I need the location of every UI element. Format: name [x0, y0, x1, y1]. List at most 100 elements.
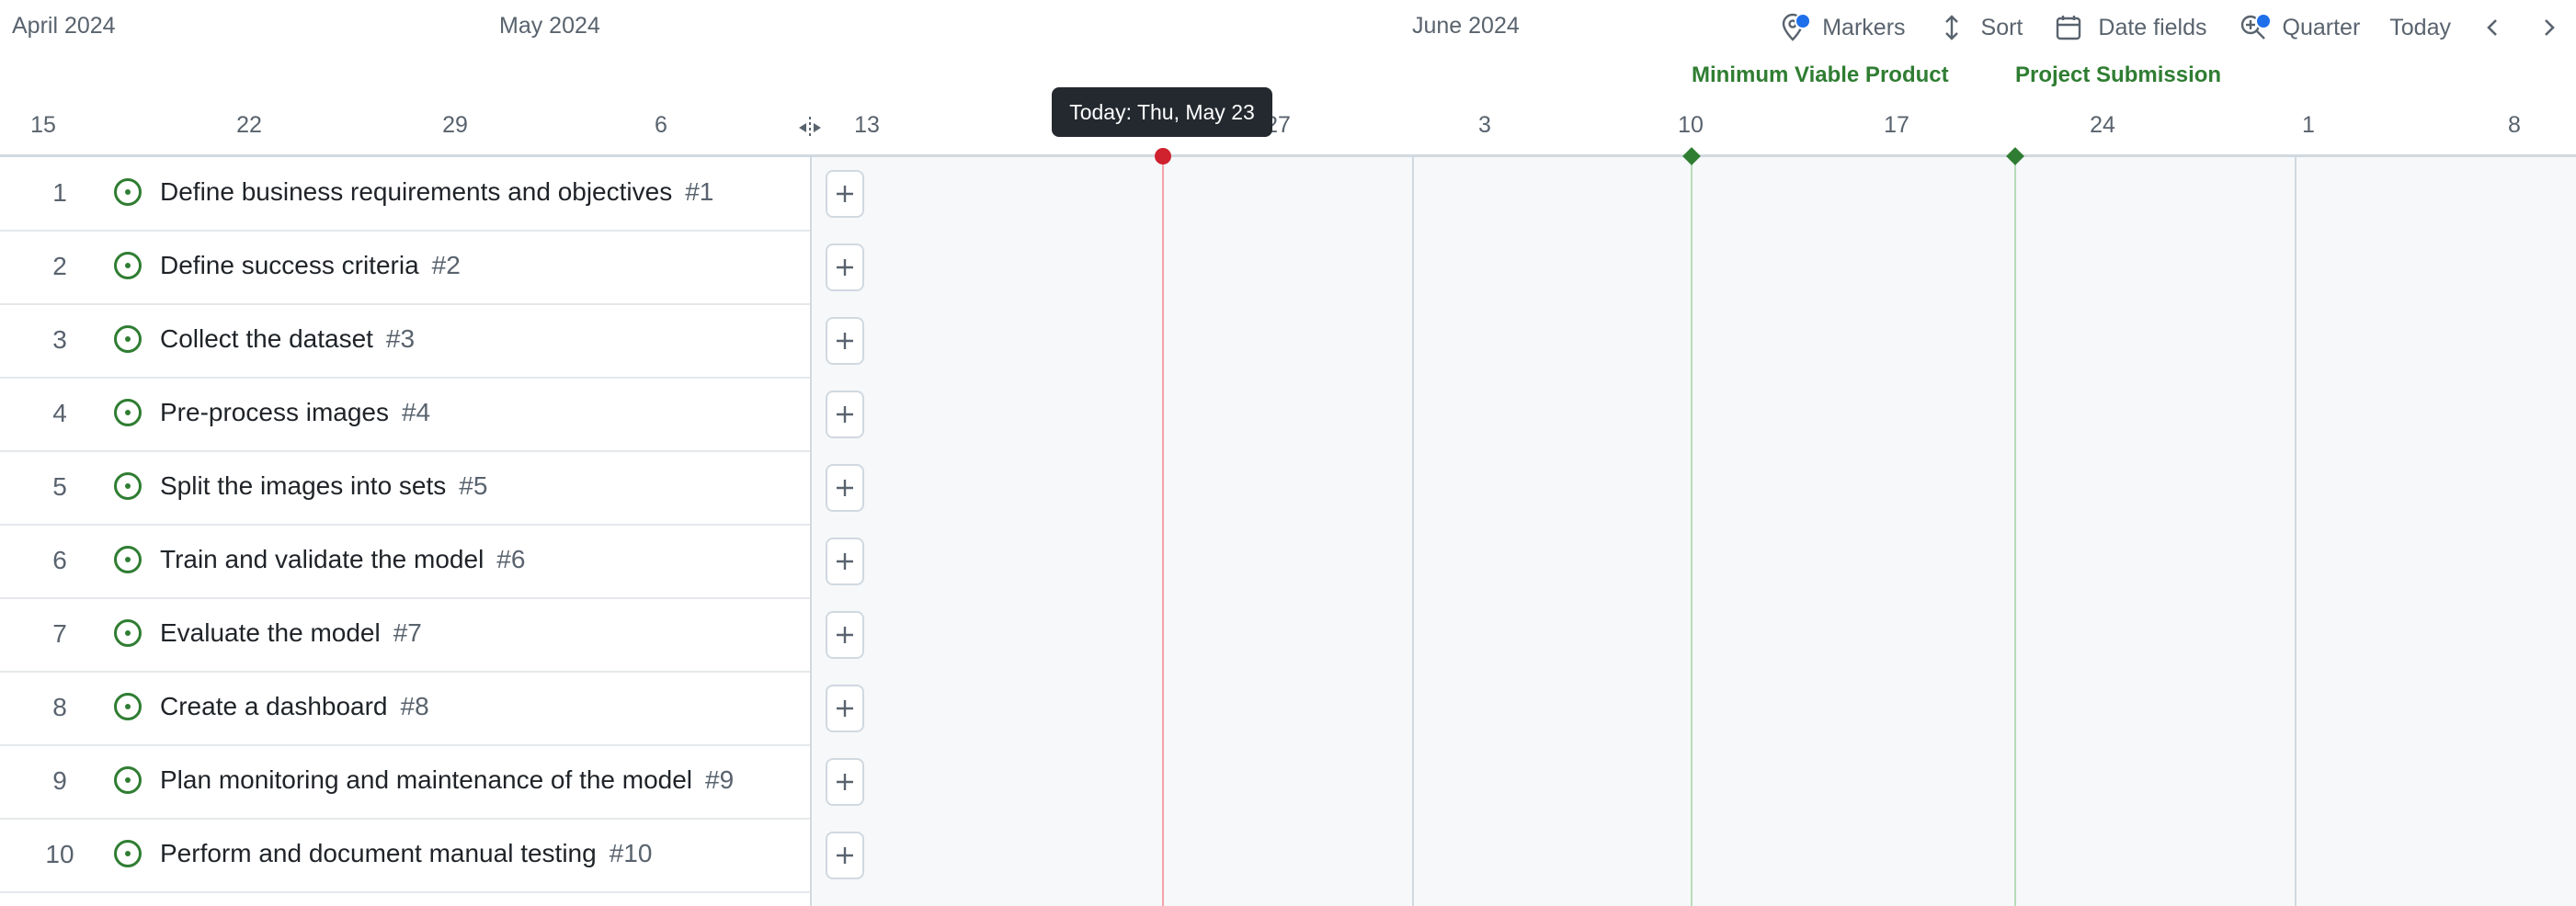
row-number: 1	[52, 178, 67, 207]
table-row[interactable]: 3 Collect the dataset #3	[0, 303, 810, 379]
open-issue-icon	[114, 325, 142, 353]
date-fields-label: Date fields	[2098, 14, 2207, 40]
table-row[interactable]: 1 Define business requirements and objec…	[0, 156, 810, 232]
zoom-in-icon	[2237, 11, 2272, 44]
plus-icon	[837, 847, 853, 864]
table-row[interactable]: 4 Pre-process images #4	[0, 377, 810, 452]
item-number[interactable]: #10	[609, 839, 653, 867]
table-row[interactable]: 10 Perform and document manual testing #1…	[0, 818, 810, 893]
month-label-may: May 2024	[499, 13, 600, 39]
week-label: 10	[1678, 112, 1704, 138]
table-row[interactable]: 6 Train and validate the model #6	[0, 524, 810, 599]
sort-button[interactable]: Sort	[1921, 6, 2038, 50]
row-number: 6	[52, 546, 67, 574]
add-date-button[interactable]	[826, 170, 864, 218]
add-date-button[interactable]	[826, 832, 864, 879]
column-resize-icon[interactable]	[796, 114, 824, 142]
zoom-level-button[interactable]: Quarter	[2222, 6, 2376, 50]
today-button[interactable]: Today	[2375, 6, 2466, 50]
table-row[interactable]: 7 Evaluate the model #7	[0, 597, 810, 673]
plus-icon	[837, 700, 853, 717]
previous-button[interactable]	[2466, 6, 2521, 50]
today-tooltip: Today: Thu, May 23	[1052, 87, 1272, 137]
add-date-button[interactable]	[826, 317, 864, 365]
month-boundary-line	[1412, 156, 1414, 906]
open-issue-icon	[114, 693, 142, 720]
item-number[interactable]: #2	[431, 251, 461, 279]
plus-icon	[837, 553, 853, 570]
header-divider	[0, 154, 2576, 157]
markers-button[interactable]: Markers	[1761, 6, 1920, 50]
item-title[interactable]: Train and validate the model	[160, 545, 484, 573]
week-label: 22	[236, 112, 262, 138]
item-number[interactable]: #4	[401, 398, 431, 426]
open-issue-icon	[114, 472, 142, 500]
next-button[interactable]	[2521, 6, 2576, 50]
plus-icon	[837, 627, 853, 643]
item-number[interactable]: #6	[496, 545, 526, 573]
item-title[interactable]: Evaluate the model	[160, 618, 381, 647]
open-issue-icon	[114, 766, 142, 794]
table-row[interactable]: 9 Plan monitoring and maintenance of the…	[0, 744, 810, 820]
item-title[interactable]: Collect the dataset	[160, 324, 373, 353]
week-label: 8	[2508, 112, 2521, 138]
item-title[interactable]: Perform and document manual testing	[160, 839, 597, 867]
marker-line-mvp	[1691, 156, 1693, 906]
date-fields-button[interactable]: Date fields	[2037, 6, 2221, 50]
item-title[interactable]: Create a dashboard	[160, 692, 388, 720]
item-number[interactable]: #7	[393, 618, 422, 647]
item-number[interactable]: #5	[459, 471, 488, 500]
add-date-button[interactable]	[826, 758, 864, 806]
row-number: 9	[52, 766, 67, 795]
table-row[interactable]: 5 Split the images into sets #5	[0, 450, 810, 526]
item-title[interactable]: Split the images into sets	[160, 471, 447, 500]
week-label: 1	[2302, 112, 2315, 138]
item-number[interactable]: #3	[385, 324, 416, 353]
marker-label-mvp[interactable]: Minimum Viable Product	[1692, 62, 1949, 87]
week-label: 15	[30, 112, 56, 138]
item-number[interactable]: #1	[685, 177, 714, 206]
plus-icon	[837, 186, 853, 202]
add-date-button[interactable]	[826, 685, 864, 732]
item-title[interactable]: Pre-process images	[160, 398, 389, 426]
location-pin-icon	[1776, 11, 1812, 44]
add-date-button[interactable]	[826, 538, 864, 585]
add-date-button[interactable]	[826, 464, 864, 512]
row-number: 4	[52, 399, 67, 427]
plus-icon	[837, 406, 853, 423]
item-title[interactable]: Define business requirements and objecti…	[160, 177, 673, 206]
week-label: 13	[854, 112, 880, 138]
pane-divider[interactable]	[810, 156, 812, 906]
item-title[interactable]: Define success criteria	[160, 251, 419, 279]
sort-label: Sort	[1980, 14, 2023, 40]
sort-arrows-icon	[1935, 11, 1968, 44]
table-row[interactable]: 8 Create a dashboard #8	[0, 671, 810, 746]
plus-icon	[837, 333, 853, 349]
add-date-button[interactable]	[826, 243, 864, 291]
today-line	[1162, 156, 1164, 906]
add-date-button[interactable]	[826, 611, 864, 659]
today-marker-dot[interactable]	[1155, 148, 1171, 164]
row-number: 8	[52, 693, 67, 721]
marker-line-project-submission	[2014, 156, 2016, 906]
toolbar: Markers Sort Date fields	[1761, 6, 2576, 50]
month-label-april: April 2024	[12, 13, 116, 39]
open-issue-icon	[114, 840, 142, 867]
marker-label-project-submission[interactable]: Project Submission	[2015, 62, 2222, 87]
item-number[interactable]: #9	[705, 765, 735, 794]
week-label: 3	[1478, 112, 1491, 138]
chevron-left-icon	[2477, 11, 2510, 44]
plus-icon	[837, 259, 853, 276]
timeline-area[interactable]	[812, 156, 2576, 906]
markers-label: Markers	[1822, 14, 1906, 40]
open-issue-icon	[114, 619, 142, 647]
week-label: 17	[1884, 112, 1909, 138]
zoom-level-label: Quarter	[2282, 14, 2361, 40]
open-issue-icon	[114, 546, 142, 573]
chevron-right-icon	[2532, 11, 2565, 44]
table-row[interactable]: 2 Define success criteria #2	[0, 230, 810, 305]
row-number: 5	[52, 472, 67, 501]
add-date-button[interactable]	[826, 391, 864, 438]
item-title[interactable]: Plan monitoring and maintenance of the m…	[160, 765, 693, 794]
item-number[interactable]: #8	[400, 692, 429, 720]
